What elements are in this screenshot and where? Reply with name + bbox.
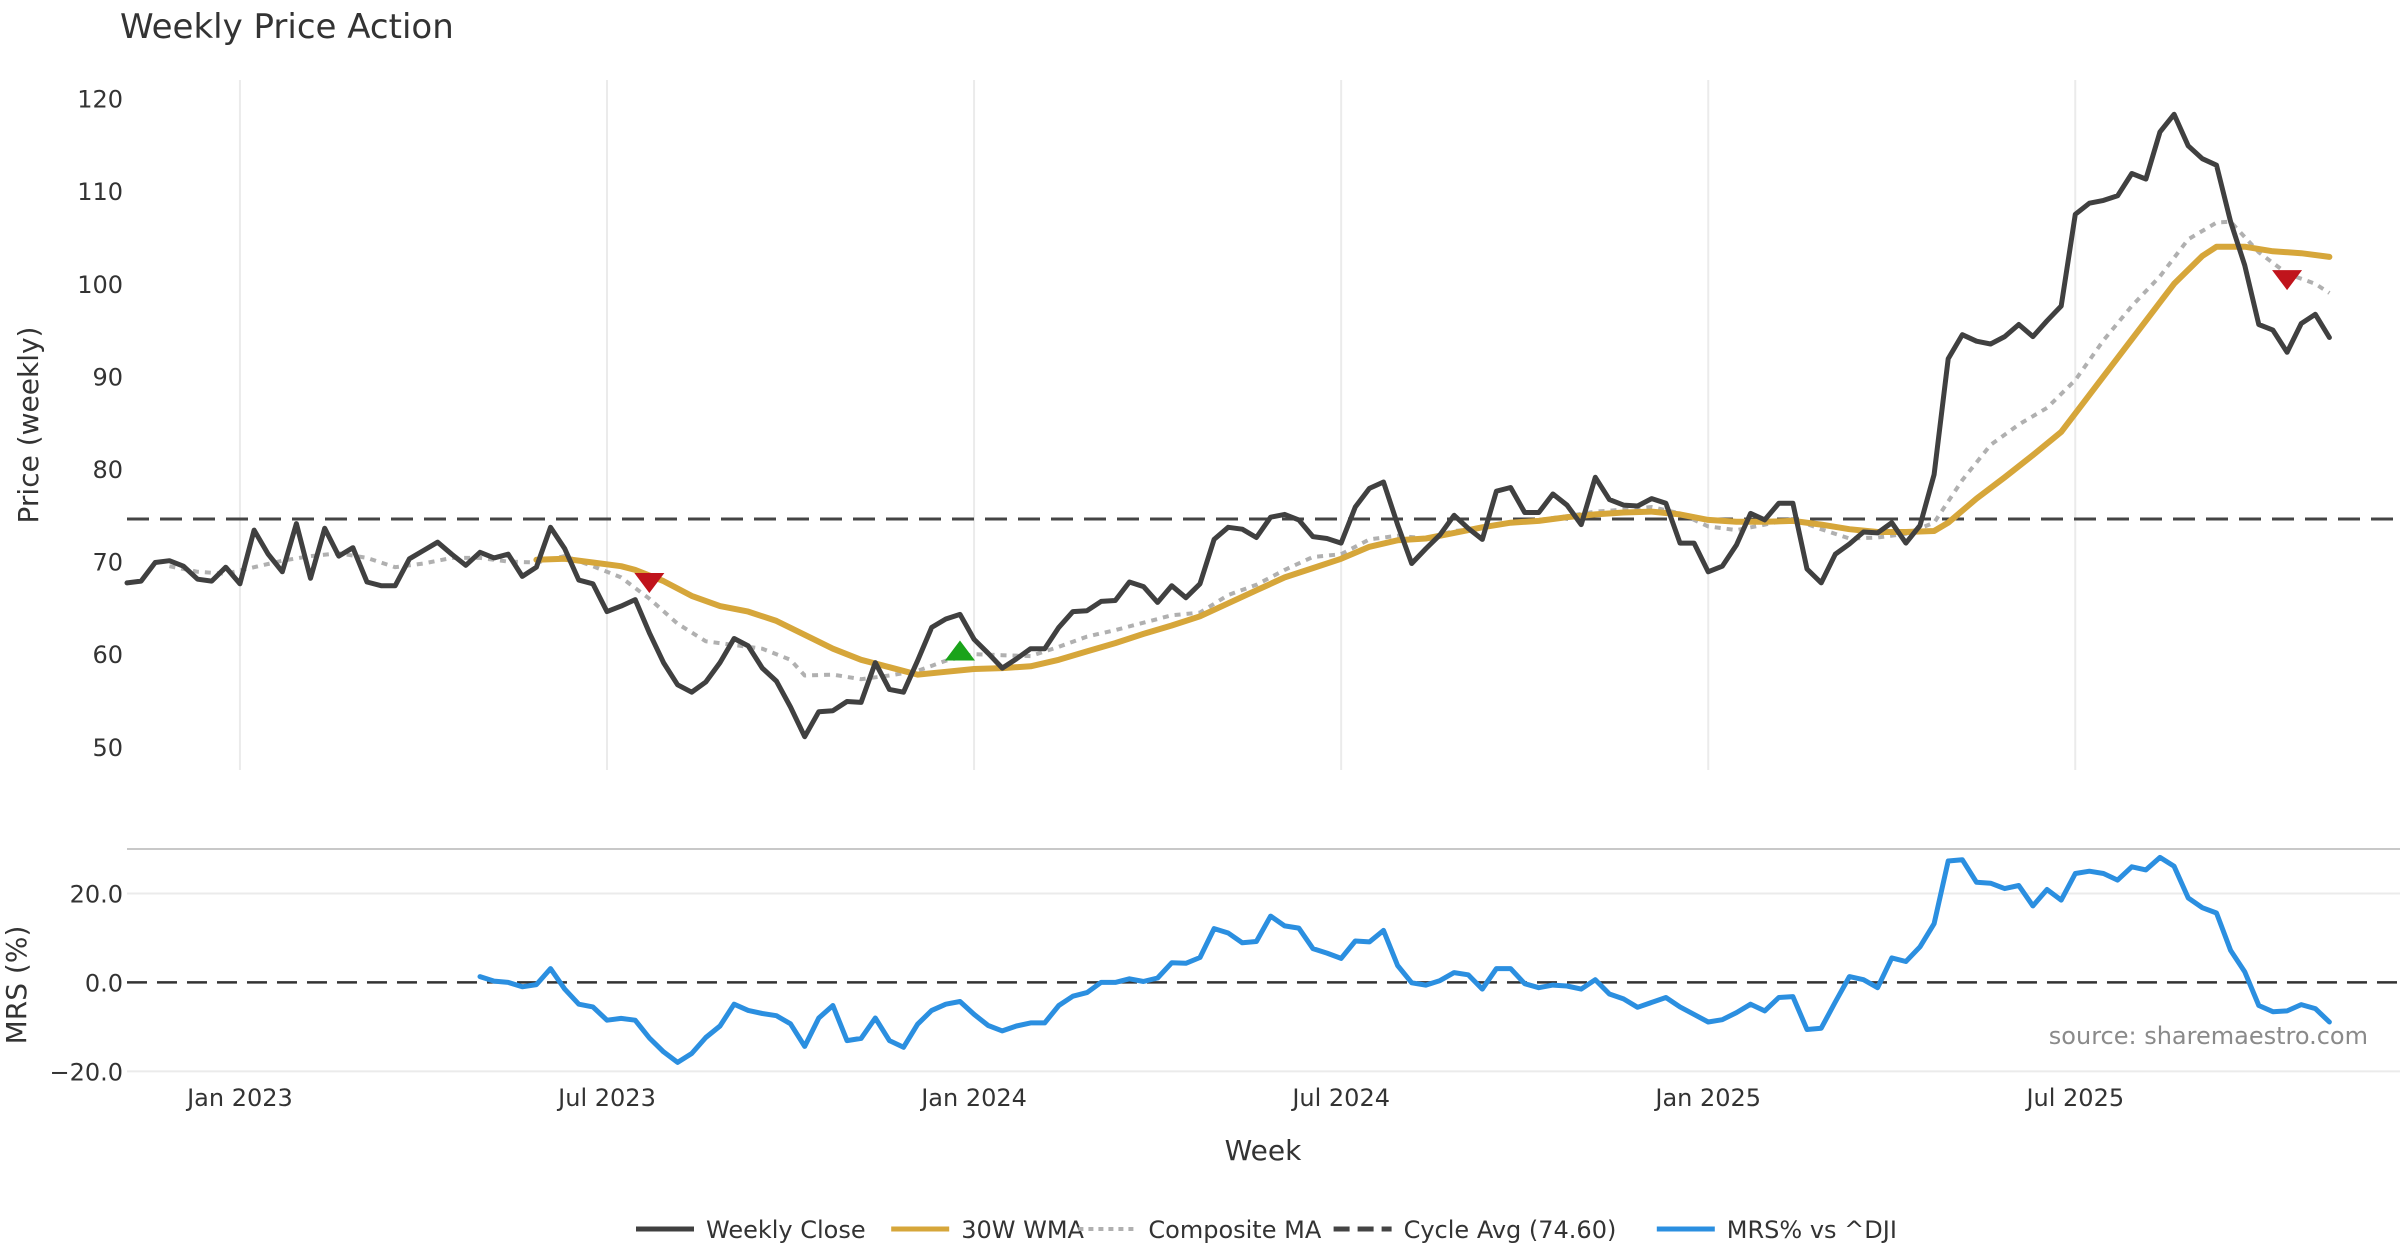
price-y-tick-label: 60 bbox=[92, 641, 123, 669]
legend-item: Weekly Close bbox=[636, 1216, 866, 1244]
legend-item: Cycle Avg (74.60) bbox=[1333, 1216, 1617, 1244]
legend: Weekly Close 30W WMA Composite MA Cycle Avg… bbox=[636, 1216, 1897, 1244]
price-series-group bbox=[124, 111, 2333, 740]
x-tick-label: Jul 2024 bbox=[1290, 1084, 1390, 1112]
legend-label: MRS% vs ^DJI bbox=[1727, 1216, 1897, 1244]
price-gridlines bbox=[238, 80, 2077, 770]
series-30w-wma bbox=[533, 243, 2333, 678]
x-tick-label: Jul 2025 bbox=[2024, 1084, 2124, 1112]
x-tick-label: Jul 2023 bbox=[556, 1084, 656, 1112]
price-y-tick-label: 100 bbox=[77, 271, 123, 299]
mrs-gridlines bbox=[127, 892, 2400, 1073]
series-composite-ma bbox=[169, 219, 2331, 682]
price-y-tick-label: 120 bbox=[77, 86, 123, 114]
x-tick-label: Jan 2025 bbox=[1653, 1084, 1761, 1112]
buy-signal-marker bbox=[944, 640, 975, 661]
mrs-y-ticks: −20.0 0.0 20.0 bbox=[49, 880, 123, 1086]
mrs-y-tick-label: −20.0 bbox=[49, 1058, 123, 1086]
mrs-series-group bbox=[477, 854, 2332, 1065]
sell-signal-marker bbox=[634, 572, 665, 593]
legend-item: 30W WMA bbox=[891, 1216, 1085, 1244]
sell-signal-marker bbox=[2272, 270, 2303, 291]
price-y-ticks: 50 60 70 80 90 100 110 120 bbox=[77, 86, 123, 762]
legend-label: 30W WMA bbox=[961, 1216, 1084, 1244]
price-y-tick-label: 50 bbox=[92, 734, 123, 762]
legend-label: Cycle Avg (74.60) bbox=[1404, 1216, 1617, 1244]
x-axis-label: Week bbox=[1225, 1134, 1302, 1167]
legend-label: Composite MA bbox=[1148, 1216, 1321, 1244]
series-mrs-vs-dji bbox=[477, 854, 2332, 1065]
x-tick-label: Jan 2024 bbox=[919, 1084, 1027, 1112]
source-note: source: sharemaestro.com bbox=[2049, 1022, 2368, 1050]
x-tick-label: Jan 2023 bbox=[185, 1084, 293, 1112]
legend-label: Weekly Close bbox=[706, 1216, 866, 1244]
mrs-y-axis-label: MRS (%) bbox=[0, 926, 33, 1045]
x-ticks: Jan 2023 Jul 2023 Jan 2024 Jul 2024 Jan 2025… bbox=[185, 1084, 2124, 1112]
mrs-y-tick-label: 20.0 bbox=[70, 880, 123, 908]
legend-item: Composite MA bbox=[1078, 1216, 1322, 1244]
mrs-y-tick-label: 0.0 bbox=[85, 969, 123, 997]
price-y-tick-label: 110 bbox=[77, 178, 123, 206]
chart-title: Weekly Price Action bbox=[120, 7, 454, 47]
price-y-tick-label: 90 bbox=[92, 363, 123, 391]
price-y-tick-label: 80 bbox=[92, 456, 123, 484]
price-y-axis-label: Price (weekly) bbox=[12, 327, 45, 524]
series-weekly-close bbox=[124, 111, 2332, 740]
legend-item: MRS% vs ^DJI bbox=[1656, 1216, 1897, 1244]
price-y-tick-label: 70 bbox=[92, 549, 123, 577]
signal-markers bbox=[634, 270, 2303, 661]
